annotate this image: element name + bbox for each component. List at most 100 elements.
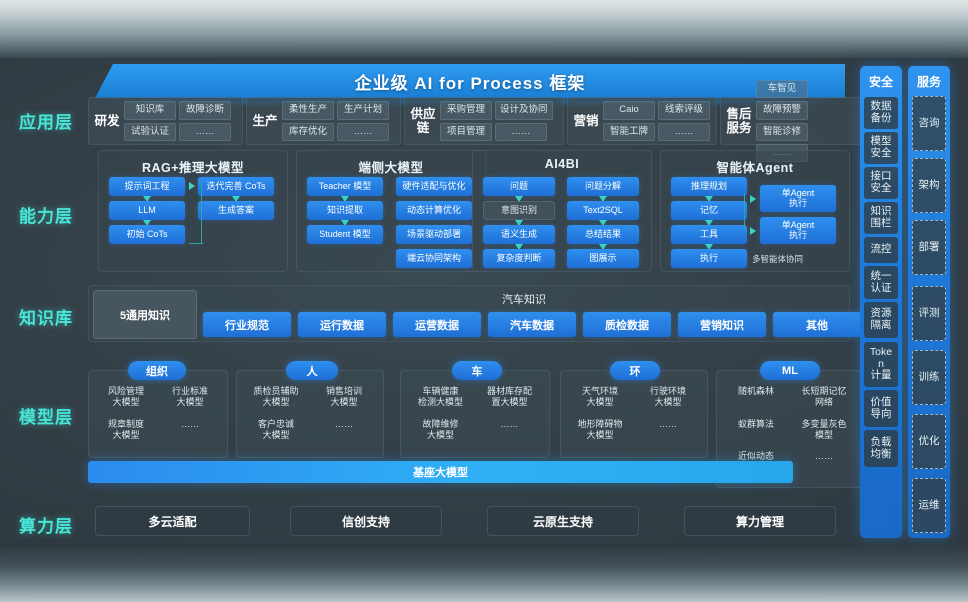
rail-security-item[interactable]: 价值 导向 — [864, 390, 898, 427]
application-cell[interactable]: 故障预警 — [756, 101, 808, 120]
model-item[interactable]: 多变量灰色 模型 — [801, 418, 847, 440]
model-item[interactable]: 销售培训 大模型 — [325, 386, 362, 408]
model-item[interactable]: 客户忠诚 大模型 — [257, 418, 294, 440]
capability-node[interactable]: Student 模型 — [307, 225, 383, 244]
model-item[interactable]: 质检员辅助 大模型 — [253, 386, 299, 408]
model-card[interactable]: 天气环境 大模型 行驶环境 大模型地形障碍物 大模型 …… — [560, 370, 708, 458]
compute-button[interactable]: 多云适配 — [95, 506, 250, 536]
capability-node[interactable]: 执行 — [671, 249, 747, 268]
application-cell[interactable]: …… — [337, 122, 389, 141]
application-cell[interactable]: …… — [179, 122, 231, 141]
application-cell[interactable]: 试验认证 — [124, 122, 176, 141]
rail-service-item[interactable]: 训练 — [912, 350, 946, 405]
compute-button[interactable]: 信创支持 — [290, 506, 442, 536]
application-cell[interactable]: 采购管理 — [440, 101, 492, 120]
capability-node[interactable]: 总结结果 — [567, 225, 639, 244]
capability-node[interactable]: 记忆 — [671, 201, 747, 220]
application-group[interactable]: 研发 知识库 故障诊断 试验认证…… — [88, 97, 243, 145]
application-cell[interactable]: 车智见 — [756, 79, 808, 99]
application-cell[interactable]: 智能诊修 — [756, 122, 808, 141]
capability-node[interactable]: Text2SQL — [567, 201, 639, 220]
knowledge-pill[interactable]: 行业规范 — [203, 312, 291, 337]
capability-node[interactable]: 动态计算优化 — [396, 201, 472, 220]
model-item[interactable]: …… — [500, 418, 519, 429]
capability-node[interactable]: 初始 CoTs — [109, 225, 185, 244]
capability-node[interactable]: 硬件适配与优化 — [396, 177, 472, 196]
knowledge-pill[interactable]: 运行数据 — [298, 312, 386, 337]
model-item[interactable]: 随机森林 — [737, 386, 774, 396]
capability-node[interactable]: Teacher 模型 — [307, 177, 383, 196]
model-card[interactable]: 车辆健康 检测大模型 器材库存配 置大模型故障维修 大模型 …… — [400, 370, 550, 458]
rail-security-item[interactable]: 负载 均衡 — [864, 430, 898, 467]
rail-security-item[interactable]: 模型 安全 — [864, 132, 898, 164]
rail-security-item[interactable]: Toke n 计量 — [864, 342, 898, 387]
knowledge-pill[interactable]: 质检数据 — [583, 312, 671, 337]
application-group[interactable]: 营销 Caio 线索评级 智能工牌…… — [567, 97, 717, 145]
application-cell[interactable]: …… — [495, 122, 547, 141]
application-cell[interactable]: 生产计划 — [337, 101, 389, 120]
application-cell[interactable]: …… — [658, 122, 710, 141]
application-cell[interactable]: 项目管理 — [440, 122, 492, 141]
capability-node[interactable]: 工具 — [671, 225, 747, 244]
knowledge-pill[interactable]: 汽车数据 — [488, 312, 576, 337]
application-cell[interactable]: 柔性生产 — [282, 101, 334, 120]
rail-service-item[interactable]: 运维 — [912, 478, 946, 533]
capability-node[interactable]: 知识提取 — [307, 201, 383, 220]
model-item[interactable]: 行驶环境 大模型 — [649, 386, 686, 408]
model-item[interactable]: 天气环境 大模型 — [581, 386, 618, 408]
model-item[interactable]: 长短期记忆 网络 — [801, 386, 847, 408]
application-group[interactable]: 售后服务车智见故障预警智能诊修…… — [720, 79, 862, 163]
rail-service-item[interactable]: 评测 — [912, 286, 946, 341]
rail-service-item[interactable]: 部署 — [912, 220, 946, 275]
capability-card[interactable]: 端侧大模型 Teacher 模型 知识提取 Student 模型 硬件适配与优化 动态计算… — [296, 150, 486, 272]
application-cell[interactable]: 故障诊断 — [179, 101, 231, 120]
rail-security-item[interactable]: 流控 — [864, 237, 898, 263]
model-item[interactable]: 地形障碍物 大模型 — [577, 418, 623, 440]
rail-service-item[interactable]: 优化 — [912, 414, 946, 469]
rail-security-item[interactable]: 接口 安全 — [864, 167, 898, 199]
model-item[interactable]: 车辆健康 检测大模型 — [417, 386, 463, 408]
capability-node[interactable]: 意图识别 — [483, 201, 555, 220]
application-group[interactable]: 供应链采购管理 设计及协同 项目管理…… — [404, 97, 564, 145]
application-cell[interactable]: 线索评级 — [658, 101, 710, 120]
capability-node[interactable]: 问题 — [483, 177, 555, 196]
knowledge-pill[interactable]: 运营数据 — [393, 312, 481, 337]
capability-node[interactable]: 图展示 — [567, 249, 639, 268]
capability-node[interactable]: 提示词工程 — [109, 177, 185, 196]
application-group[interactable]: 生产 柔性生产 生产计划 库存优化…… — [246, 97, 401, 145]
capability-node[interactable]: 语义生成 — [483, 225, 555, 244]
application-cell[interactable]: 智能工牌 — [603, 122, 655, 141]
model-item[interactable]: …… — [335, 418, 353, 429]
capability-node[interactable]: 场景驱动部署 — [396, 225, 472, 244]
model-card[interactable]: 质检员辅助 大模型 销售培训 大模型客户忠诚 大模型 …… — [236, 370, 384, 458]
compute-button[interactable]: 算力管理 — [684, 506, 836, 536]
knowledge-pill[interactable]: 其他 — [773, 312, 861, 337]
capability-card[interactable]: RAG+推理大模型 提示词工程 LLM 初始 CoTs 迭代完善 CoTs 生成答案 — [98, 150, 288, 272]
rail-security-item[interactable]: 统一 认证 — [864, 266, 898, 299]
capability-node[interactable]: 生成答案 — [198, 201, 274, 220]
rail-security-item[interactable]: 知识 围栏 — [864, 202, 898, 234]
capability-card[interactable]: AI4BI 问题 意图识别 语义生成 复杂度判断 问题分解 Text2SQL 总结结果 图展示 — [472, 150, 652, 272]
model-item[interactable]: 行业标准 大模型 — [171, 386, 208, 408]
capability-node[interactable]: 复杂度判断 — [483, 249, 555, 268]
model-card[interactable]: 风险管理 大模型 行业标准 大模型 规章制度 大模型 …… — [88, 370, 228, 458]
rail-service-item[interactable]: 咨询 — [912, 96, 946, 151]
model-item[interactable]: 蚁群算法 — [737, 418, 774, 429]
capability-node[interactable]: 迭代完善 CoTs — [198, 177, 274, 196]
capability-node[interactable]: 单Agent 执行 — [760, 217, 836, 244]
model-item[interactable]: 故障维修 大模型 — [422, 418, 459, 440]
capability-node[interactable]: LLM — [109, 201, 185, 220]
capability-node[interactable]: 推理规划 — [671, 177, 747, 196]
capability-node[interactable]: 单Agent 执行 — [760, 185, 836, 212]
model-item[interactable]: 规章制度 大模型 — [107, 418, 144, 440]
capability-card[interactable]: 智能体Agent 推理规划 记忆 工具 执行 单Agent 执行 单Agent 执行 多智能体协同 — [660, 150, 850, 272]
compute-button[interactable]: 云原生支持 — [487, 506, 639, 536]
model-item[interactable]: 器材库存配 置大模型 — [486, 386, 532, 408]
application-cell[interactable]: Caio — [603, 101, 655, 120]
model-item[interactable]: …… — [659, 418, 677, 429]
application-cell[interactable]: 知识库 — [124, 101, 176, 120]
rail-security-item[interactable]: 数据 备份 — [864, 97, 898, 129]
model-item[interactable]: 风险管理 大模型 — [107, 386, 144, 408]
rail-service-item[interactable]: 架构 — [912, 158, 946, 213]
model-item[interactable]: …… — [815, 451, 833, 461]
